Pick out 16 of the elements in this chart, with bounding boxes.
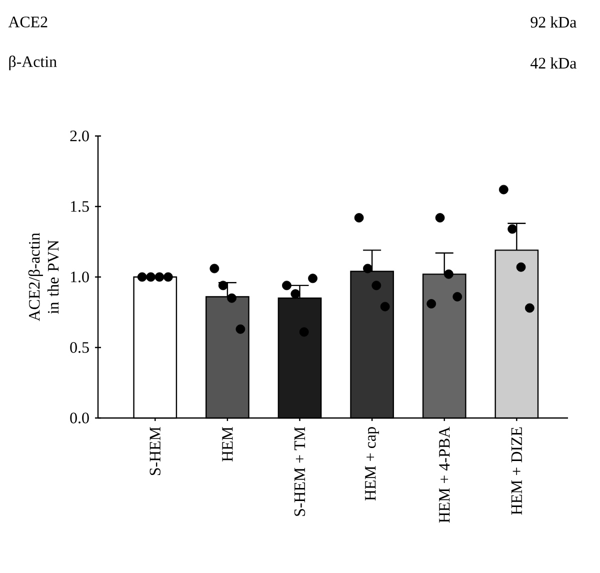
x-tick-label: S-HEM + TM — [294, 426, 306, 516]
x-tick-label: S-HEM — [150, 426, 160, 476]
x-tick-label: HEM + DIZE — [511, 427, 522, 515]
text: 42 kDa — [530, 57, 576, 69]
text: β-Actin — [9, 56, 57, 70]
y-axis-title: ACE2/β-actin in the PVN — [28, 232, 59, 322]
y-tick-label: 0.0 — [70, 412, 89, 424]
x-tick-label: HEM + cap — [365, 427, 379, 501]
y-tick-label: 2.0 — [70, 130, 89, 142]
x-tick-label: HEM + 4-PBA — [439, 426, 450, 523]
text: 92 kDa — [530, 16, 576, 28]
text: ACE2 — [8, 16, 48, 28]
y-tick-label: 0.5 — [70, 342, 89, 353]
y-tick-label: 1.5 — [70, 201, 89, 212]
y-tick-label: 1.0 — [70, 272, 89, 282]
x-tick-label: HEM — [222, 426, 233, 462]
